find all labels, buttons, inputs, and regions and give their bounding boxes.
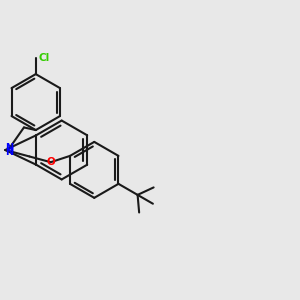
Text: O: O	[46, 157, 55, 167]
Text: Cl: Cl	[39, 53, 50, 63]
Text: N: N	[5, 147, 14, 157]
Text: N: N	[5, 143, 14, 153]
